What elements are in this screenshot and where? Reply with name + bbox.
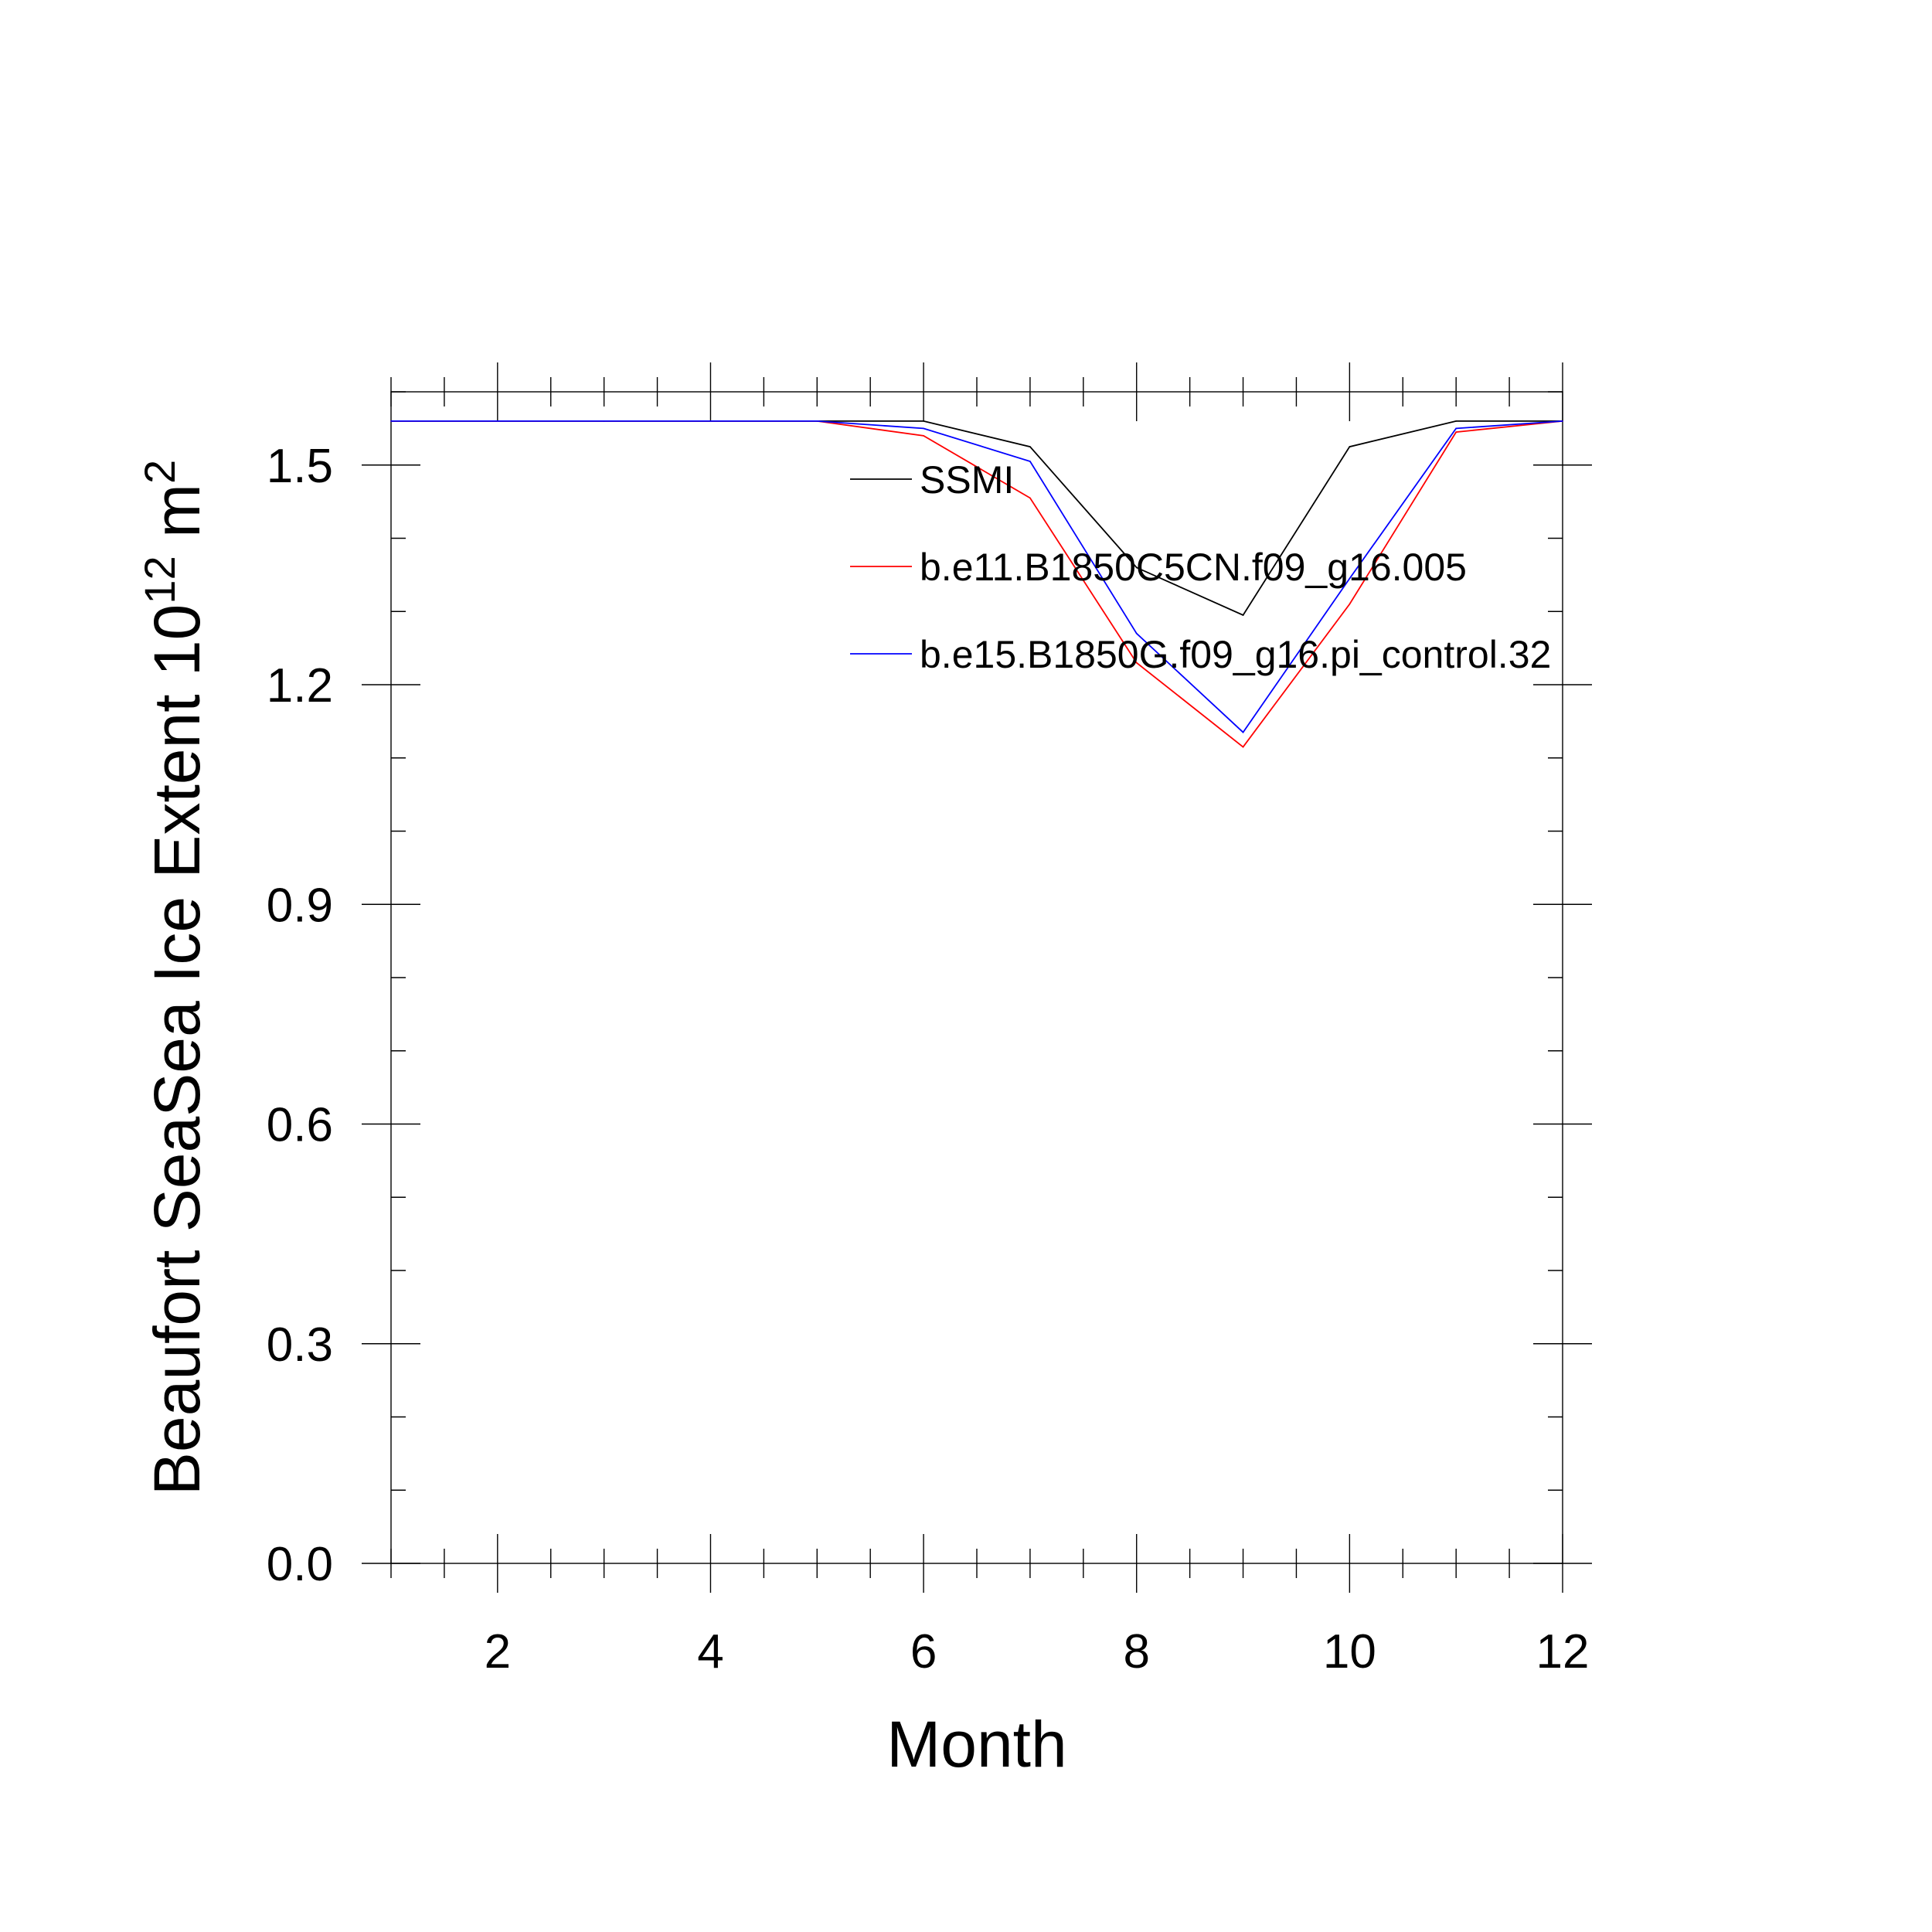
y-axis-label-exponent: 12: [135, 556, 184, 604]
y-axis-label-unit: m: [141, 484, 213, 556]
data-point-b-e11-b1850c5cn-f09-g16-005: [1349, 603, 1351, 605]
data-point-b-e15-b1850g-f09-g16-pi-control-32: [1135, 632, 1138, 634]
x-tick-label: 10: [1323, 1625, 1376, 1679]
data-point-ssmi: [1242, 614, 1244, 616]
data-point-ssmi: [1349, 446, 1351, 447]
data-point-b-e11-b1850c5cn-f09-g16-005: [1455, 431, 1457, 433]
y-tick-label: 0.9: [267, 879, 333, 932]
y-tick-label: 1.5: [267, 440, 333, 493]
x-tick-label: 6: [910, 1625, 937, 1679]
y-axis-label-unit-exponent: 2: [135, 460, 184, 484]
data-point-b-e11-b1850c5cn-f09-g16-005: [923, 435, 924, 437]
x-axis-label: Month: [886, 1708, 1066, 1781]
data-point-b-e15-b1850g-f09-g16-pi-control-32: [603, 420, 605, 422]
data-point-b-e15-b1850g-f09-g16-pi-control-32: [1562, 420, 1563, 422]
y-tick-label: 1.2: [267, 659, 333, 713]
data-point-b-e15-b1850g-f09-g16-pi-control-32: [709, 420, 712, 422]
y-tick-label: 0.6: [267, 1099, 333, 1152]
data-point-b-e15-b1850g-f09-g16-pi-control-32: [1029, 461, 1031, 462]
series-lines: [390, 420, 1563, 748]
tick-labels: 2 4 6 8 10 12 0.0 0.3 0.6 0.9 1.2 1.5: [267, 440, 1590, 1679]
legend-label: b.e15.B1850G.f09_g16.pi_control.32: [920, 633, 1551, 676]
plot-frame: [390, 391, 1563, 1564]
x-tick-label: 4: [697, 1625, 723, 1679]
data-point-ssmi: [923, 420, 924, 422]
data-point-b-e11-b1850c5cn-f09-g16-005: [1242, 746, 1244, 748]
x-tick-label: 8: [1123, 1625, 1149, 1679]
x-tick-label: 12: [1536, 1625, 1590, 1679]
data-point-b-e11-b1850c5cn-f09-g16-005: [1135, 662, 1138, 664]
legend: SSMI b.e11.B1850C5CN.f09_g16.005 b.e15.B18…: [850, 458, 1551, 676]
data-point-b-e15-b1850g-f09-g16-pi-control-32: [1455, 427, 1457, 430]
data-point-ssmi: [1135, 566, 1138, 569]
y-axis-label-text: Beaufort SeaSea Ice Extent 10: [141, 604, 213, 1495]
data-point-b-e15-b1850g-f09-g16-pi-control-32: [816, 420, 818, 422]
x-tick-label: 2: [485, 1625, 511, 1679]
data-point-b-e15-b1850g-f09-g16-pi-control-32: [1349, 577, 1351, 580]
data-point-b-e15-b1850g-f09-g16-pi-control-32: [923, 427, 924, 430]
data-point-b-e15-b1850g-f09-g16-pi-control-32: [390, 420, 392, 422]
legend-label: SSMI: [920, 458, 1014, 502]
series-line-b-e15-b1850g-f09-g16-pi-control-32: [391, 420, 1563, 733]
y-tick-label: 0.3: [267, 1318, 333, 1372]
legend-label: b.e11.B1850C5CN.f09_g16.005: [920, 546, 1467, 589]
data-point-b-e11-b1850c5cn-f09-g16-005: [1029, 497, 1031, 499]
data-point-b-e15-b1850g-f09-g16-pi-control-32: [497, 420, 498, 422]
data-point-ssmi: [1455, 420, 1457, 422]
data-point-b-e15-b1850g-f09-g16-pi-control-32: [1242, 731, 1244, 733]
y-tick-label: 0.0: [267, 1538, 333, 1591]
y-axis-label: Beaufort SeaSea Ice Extent 1012 m2: [135, 460, 213, 1495]
data-point-ssmi: [1029, 446, 1031, 447]
